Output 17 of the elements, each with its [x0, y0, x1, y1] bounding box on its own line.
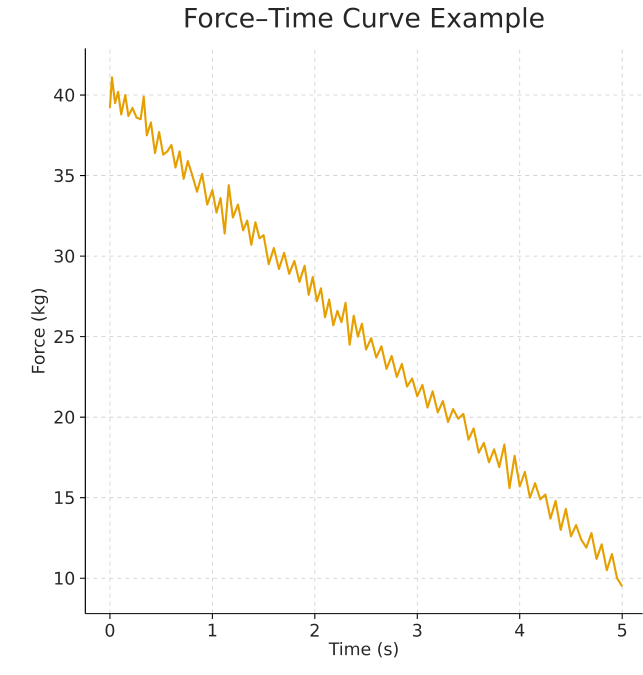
y-tick-label: 30: [54, 250, 74, 263]
y-axis-title: Force (kg): [31, 289, 48, 373]
x-tick-label: 0: [106, 624, 114, 637]
x-axis-title: Time (s): [328, 642, 398, 658]
x-tick-label: 5: [618, 624, 626, 637]
y-tick-label: 15: [55, 491, 74, 504]
x-tick-label: 3: [413, 624, 422, 637]
y-tick-label: 25: [54, 330, 74, 344]
line-series: [108, 76, 624, 588]
y-tick-label: 40: [54, 88, 74, 102]
x-tick-label: 4: [515, 624, 524, 636]
y-tick-label: 20: [54, 410, 74, 424]
y-tick-label: 10: [55, 572, 74, 585]
x-tick-label: 1: [208, 624, 216, 636]
y-tick-label: 35: [54, 169, 74, 182]
x-tick-label: 2: [310, 624, 319, 637]
chart-title: Force–Time Curve Example: [186, 7, 544, 33]
